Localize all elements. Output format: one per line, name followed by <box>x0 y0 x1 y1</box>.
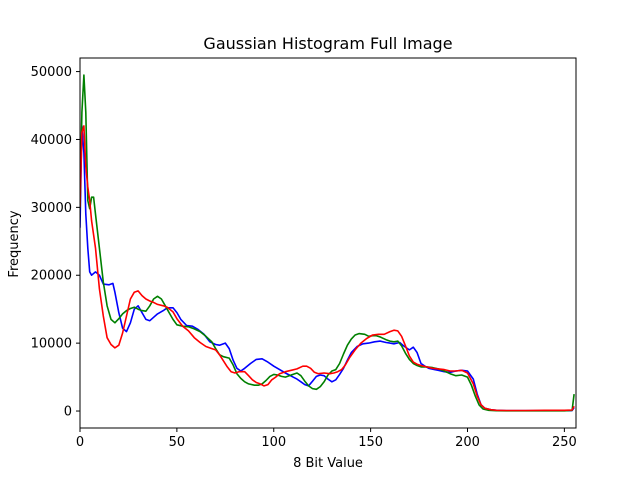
series-line-3 <box>80 125 575 412</box>
y-axis-ticks: 0 10000 20000 30000 40000 50000 <box>31 65 80 420</box>
x-tick-label: 250 <box>552 435 577 450</box>
x-tick-label: 50 <box>169 435 186 450</box>
x-axis-ticks: 0 50 100 150 200 250 <box>76 428 577 450</box>
y-tick-label: 50000 <box>31 65 72 80</box>
series-line-1 <box>80 125 575 412</box>
y-axis-label: Frequency <box>7 210 22 277</box>
plot-frame <box>79 57 577 429</box>
x-tick-label: 150 <box>358 435 383 450</box>
x-axis-label: 8 Bit Value <box>293 456 363 471</box>
x-tick-label: 200 <box>455 435 480 450</box>
y-tick-label: 10000 <box>31 337 72 352</box>
chart-title: Gaussian Histogram Full Image <box>203 34 452 53</box>
y-tick-label: 30000 <box>31 201 72 216</box>
y-tick-label: 40000 <box>31 133 72 148</box>
y-tick-label: 20000 <box>31 269 72 284</box>
series-lines <box>80 74 575 412</box>
x-tick-label: 0 <box>76 435 84 450</box>
y-tick-label: 0 <box>64 405 72 420</box>
x-tick-label: 100 <box>261 435 286 450</box>
